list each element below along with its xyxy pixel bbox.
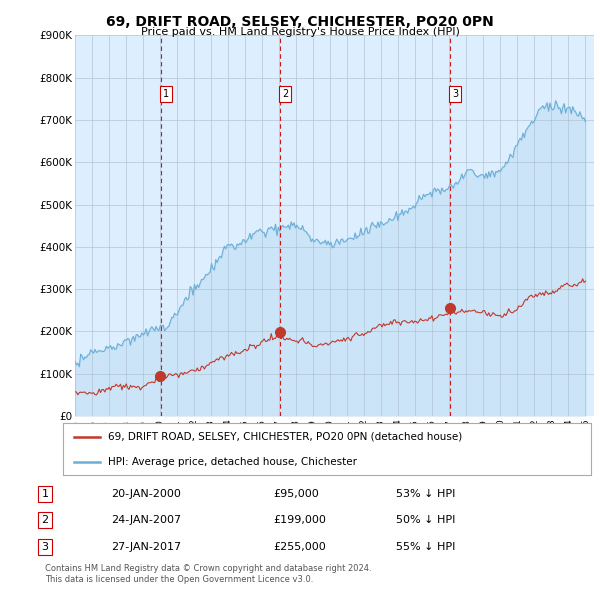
Text: Price paid vs. HM Land Registry's House Price Index (HPI): Price paid vs. HM Land Registry's House … (140, 27, 460, 37)
Text: Contains HM Land Registry data © Crown copyright and database right 2024.: Contains HM Land Registry data © Crown c… (45, 565, 371, 573)
Text: 69, DRIFT ROAD, SELSEY, CHICHESTER, PO20 0PN (detached house): 69, DRIFT ROAD, SELSEY, CHICHESTER, PO20… (108, 431, 462, 441)
Text: £95,000: £95,000 (273, 489, 319, 499)
Text: 24-JAN-2007: 24-JAN-2007 (111, 516, 181, 525)
Text: 53% ↓ HPI: 53% ↓ HPI (396, 489, 455, 499)
Text: 1: 1 (41, 489, 49, 499)
Text: 1: 1 (163, 90, 169, 99)
Text: HPI: Average price, detached house, Chichester: HPI: Average price, detached house, Chic… (108, 457, 357, 467)
Text: 69, DRIFT ROAD, SELSEY, CHICHESTER, PO20 0PN: 69, DRIFT ROAD, SELSEY, CHICHESTER, PO20… (106, 15, 494, 29)
Text: 55% ↓ HPI: 55% ↓ HPI (396, 542, 455, 552)
Text: 3: 3 (452, 90, 458, 99)
Text: 2: 2 (282, 90, 288, 99)
Text: £255,000: £255,000 (273, 542, 326, 552)
Text: 3: 3 (41, 542, 49, 552)
Text: 27-JAN-2017: 27-JAN-2017 (111, 542, 181, 552)
Text: 2: 2 (41, 516, 49, 525)
Text: 20-JAN-2000: 20-JAN-2000 (111, 489, 181, 499)
Text: £199,000: £199,000 (273, 516, 326, 525)
Text: This data is licensed under the Open Government Licence v3.0.: This data is licensed under the Open Gov… (45, 575, 313, 584)
Text: 50% ↓ HPI: 50% ↓ HPI (396, 516, 455, 525)
